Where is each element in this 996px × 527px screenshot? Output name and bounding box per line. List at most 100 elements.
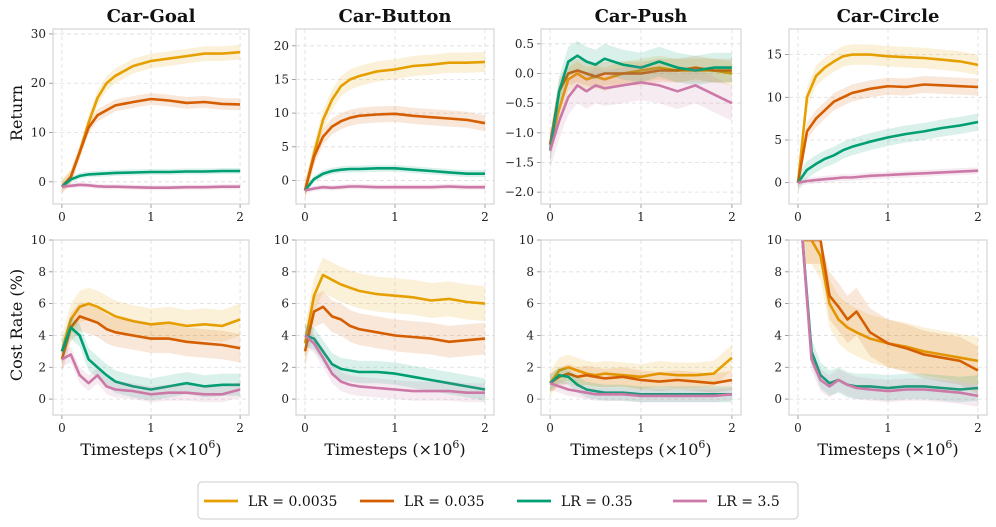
y-tick-label: −0.5 <box>505 96 534 110</box>
y-tick-label: 10 <box>767 233 782 247</box>
series-band-2 <box>305 290 485 368</box>
series-line-1 <box>549 356 733 384</box>
series-band-1 <box>550 55 732 157</box>
x-tick-label: 0 <box>301 421 309 435</box>
y-tick-label: 5 <box>774 133 782 147</box>
series-band-4 <box>305 325 485 403</box>
series-line-3 <box>548 54 732 151</box>
x-axis-label-main: Timesteps (×10 <box>570 440 698 459</box>
y-tick-label: 2 <box>281 360 289 374</box>
y-tick-label: 15 <box>274 72 289 86</box>
series-band-2 <box>550 55 732 157</box>
y-tick-label: 0.0 <box>515 66 534 80</box>
legend-label-3: LR = 0.35 <box>561 494 633 510</box>
y-tick-label: 0 <box>281 392 289 406</box>
series-group <box>303 51 486 201</box>
x-tick-label: 1 <box>637 421 645 435</box>
series-line-4 <box>797 169 979 184</box>
panel-car-button-cost: 0 1 2 0 2 4 6 8 10 <box>274 233 495 435</box>
x-axis-label: Timesteps (×106) <box>570 438 711 459</box>
y-tick-label: −1.5 <box>505 155 534 169</box>
series-line-4 <box>801 240 979 398</box>
panel-car-push-cost: 0 1 2 0 2 4 6 8 10 <box>519 233 742 435</box>
series-line-3 <box>60 326 241 391</box>
y-tick-label: 5 <box>281 140 289 154</box>
series-line-4 <box>61 353 241 396</box>
y-tick-label: 10 <box>31 233 46 247</box>
x-axis-label-close: ) <box>459 440 465 459</box>
x-tick-label: 0 <box>546 210 554 224</box>
x-tick-label: 2 <box>236 210 244 224</box>
series-band-3 <box>61 316 241 401</box>
y-tick-label: 10 <box>274 233 289 247</box>
x-tick-label: 1 <box>391 421 399 435</box>
y-tick-label: 0 <box>38 392 46 406</box>
series-line-4 <box>548 81 733 151</box>
panel-title: Car-Push <box>595 6 688 27</box>
y-tick-label: 8 <box>774 265 782 279</box>
x-tick-label: 1 <box>884 421 892 435</box>
y-tick-label: 8 <box>281 265 289 279</box>
x-axis-label-close: ) <box>952 440 958 459</box>
series-band-2 <box>798 76 978 192</box>
series-band-2 <box>550 364 732 393</box>
x-axis-label: Timesteps (×106) <box>80 438 221 459</box>
series-group <box>796 44 979 193</box>
y-tick-label: 6 <box>774 297 782 311</box>
x-tick-label: 2 <box>974 421 982 435</box>
series-line-1 <box>303 273 486 344</box>
series-group <box>60 287 241 403</box>
y-tick-label: 10 <box>274 106 289 120</box>
x-tick-label: 2 <box>236 421 244 435</box>
series-line-4 <box>304 185 485 192</box>
y-tick-label: 4 <box>526 328 534 342</box>
y-tick-label: 10 <box>767 90 782 104</box>
series-line-3 <box>801 240 979 391</box>
x-tick-label: 1 <box>637 210 645 224</box>
y-tick-label: 6 <box>38 297 46 311</box>
y-tick-label: 0.5 <box>515 37 534 51</box>
panel-car-circle-return: 0 1 2 0 5 10 15 Car-Circle <box>767 6 988 224</box>
x-tick-label: 0 <box>546 421 554 435</box>
xlabels-layer: Timesteps (×106) Timesteps (×106) Timestep… <box>80 438 958 459</box>
axes-frame <box>295 239 495 416</box>
x-tick-label: 2 <box>728 421 736 435</box>
x-axis-label-exponent: 6 <box>698 438 705 451</box>
y-tick-label: 4 <box>281 328 289 342</box>
series-group <box>60 44 241 195</box>
series-line-3 <box>549 373 732 396</box>
series-line-1 <box>60 302 241 352</box>
series-band-3 <box>798 113 978 192</box>
legend-label-1: LR = 0.0035 <box>248 494 337 510</box>
series-band-4 <box>550 64 732 169</box>
x-axis-label-main: Timesteps (×10 <box>817 440 945 459</box>
x-axis-label-close: ) <box>705 440 711 459</box>
series-line-3 <box>61 169 241 188</box>
x-axis-label-main: Timesteps (×10 <box>80 440 208 459</box>
x-tick-label: 2 <box>974 210 982 224</box>
axes-frame <box>295 28 495 205</box>
axes-frame <box>52 239 250 416</box>
series-band-1 <box>802 240 978 385</box>
series-band-1 <box>61 287 241 368</box>
series-band-1 <box>305 51 485 201</box>
legend-entries: LR = 0.0035 LR = 0.035 LR = 0.35 LR = 3.5 <box>204 494 780 510</box>
x-axis-label-exponent: 6 <box>452 438 459 451</box>
y-tick-label: 10 <box>31 126 46 140</box>
panel-car-push-return: 0 1 2 −2.0 −1.5 −1.0 −0.5 0.0 0.5 Car-Push <box>505 6 742 224</box>
axes-frame <box>788 239 988 416</box>
series-line-1 <box>303 60 486 191</box>
series-band-2 <box>305 105 485 199</box>
y-tick-label: −2.0 <box>505 185 534 199</box>
axes-frame <box>788 28 988 205</box>
series-group <box>801 240 979 407</box>
row-ylabel-return: Return <box>7 85 26 141</box>
x-tick-label: 0 <box>794 210 802 224</box>
y-tick-label: 0 <box>281 173 289 187</box>
series-line-1 <box>796 53 979 183</box>
y-tick-label: 20 <box>31 76 46 90</box>
series-line-2 <box>303 305 486 352</box>
